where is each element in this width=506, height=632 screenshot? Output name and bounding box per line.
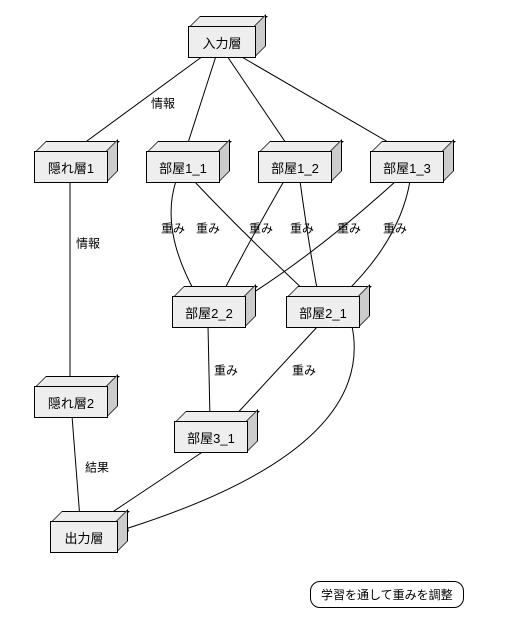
- edge-r11-r21: [194, 181, 308, 294]
- node-h2: 隠れ層2: [34, 386, 106, 416]
- edge-label-r11-r22: 重み: [161, 220, 185, 237]
- edge-r12-r22: [222, 181, 284, 294]
- node-front-r12: 部屋1_2: [258, 151, 332, 183]
- node-front-input: 入力層: [188, 26, 256, 58]
- edge-label-h1-h2: 情報: [76, 235, 100, 252]
- edge-r13-r22: [248, 181, 396, 296]
- node-output: 出力層: [50, 521, 116, 551]
- edge-r12-r21: [300, 181, 318, 294]
- node-r13: 部屋1_3: [370, 151, 442, 181]
- node-front-output: 出力層: [50, 521, 118, 553]
- node-front-r31: 部屋3_1: [174, 421, 248, 453]
- edge-label-r13-r21: 重み: [383, 220, 407, 237]
- edge-label-r12-r21: 重み: [290, 220, 314, 237]
- edge-label-r13-r22: 重み: [337, 220, 361, 237]
- node-r21: 部屋2_1: [286, 296, 358, 326]
- edge-label-r22-r31: 重み: [214, 362, 238, 379]
- edge-h2-output: [72, 416, 80, 519]
- node-front-r13: 部屋1_3: [370, 151, 444, 183]
- node-h1: 隠れ層1: [34, 151, 106, 181]
- node-r31: 部屋3_1: [174, 421, 246, 451]
- edge-input-h1: [76, 56, 203, 149]
- edge-r31-output: [102, 451, 204, 519]
- edge-label-r21-r31: 重み: [292, 362, 316, 379]
- diagram-root: 情報重み重み重み重み重み重み情報重み重み結果入力層隠れ層1部屋1_1部屋1_2部…: [0, 0, 506, 632]
- edge-r11-r22: [171, 181, 196, 294]
- edge-label-r11-r21: 重み: [196, 220, 220, 237]
- node-r11: 部屋1_1: [146, 151, 218, 181]
- edge-label-input-h1: 情報: [151, 95, 175, 112]
- edge-label-r12-r22: 重み: [249, 220, 273, 237]
- node-r22: 部屋2_2: [172, 296, 244, 326]
- edge-r22-r31: [208, 326, 210, 419]
- node-input: 入力層: [188, 26, 254, 56]
- node-front-r21: 部屋2_1: [286, 296, 360, 328]
- node-front-r22: 部屋2_2: [172, 296, 246, 328]
- edge-label-h2-output: 結果: [85, 459, 109, 476]
- edge-input-r11: [186, 56, 216, 149]
- edge-input-r12: [227, 56, 290, 149]
- edge-input-r13: [240, 56, 400, 149]
- node-front-h1: 隠れ層1: [34, 151, 108, 183]
- node-front-h2: 隠れ層2: [34, 386, 108, 418]
- node-r12: 部屋1_2: [258, 151, 330, 181]
- caption-box: 学習を通して重みを調整: [310, 581, 464, 608]
- node-front-r11: 部屋1_1: [146, 151, 220, 183]
